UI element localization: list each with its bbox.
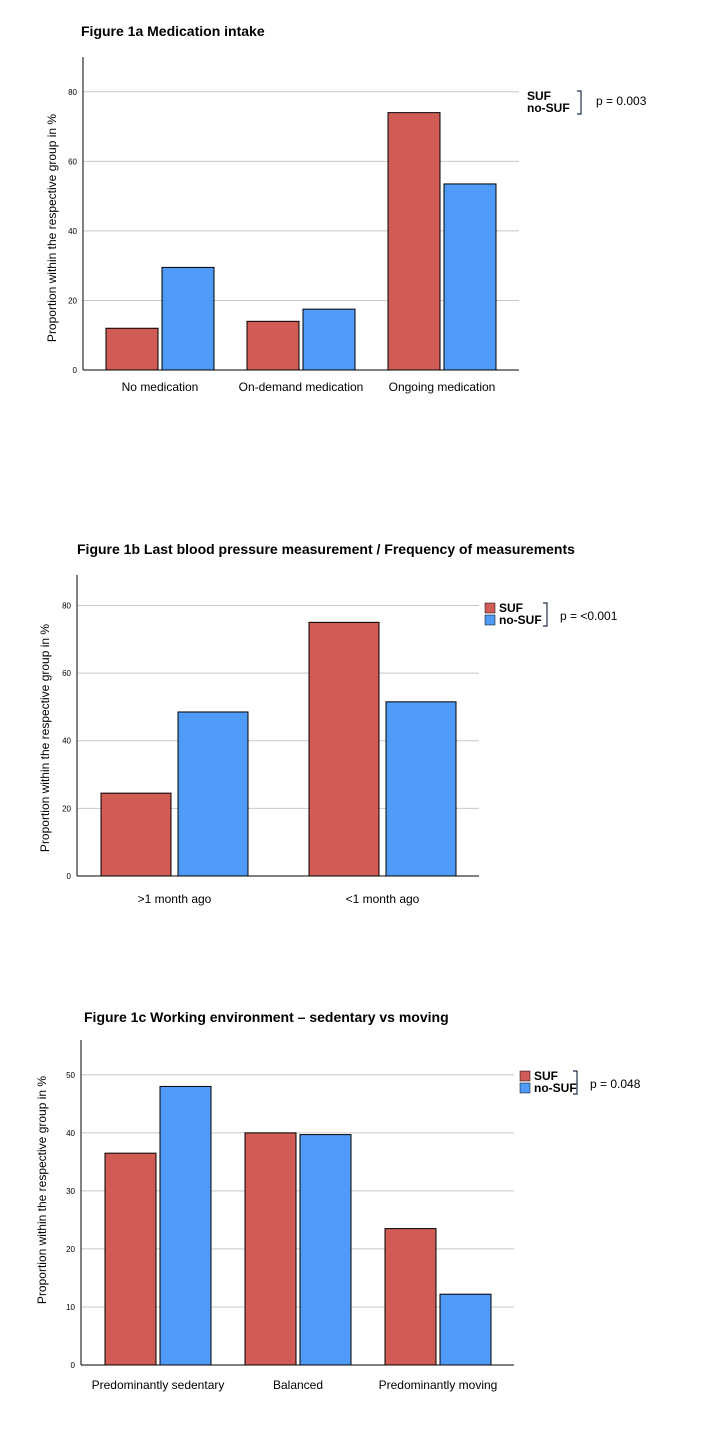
y-tick-label: 40 (62, 737, 71, 746)
legend-label: SUF (527, 89, 551, 103)
y-tick-label: 80 (68, 88, 77, 97)
bar-suf (384, 1228, 437, 1366)
y-tick-label: 60 (62, 669, 71, 678)
y-axis-label: Proportion within the respective group i… (38, 624, 52, 852)
category-label: >1 month ago (138, 892, 212, 906)
bar-nosuf (439, 1293, 492, 1366)
figure-1a-chart: 0 20 40 60 80 No medication On-demand medicati… (45, 57, 647, 394)
p-value: p = 0.048 (590, 1077, 641, 1091)
y-tick-label: 0 (71, 1361, 76, 1370)
y-tick-label: 50 (66, 1071, 75, 1080)
bar-suf (100, 792, 172, 877)
bar-suf (104, 1152, 157, 1366)
bar-nosuf (302, 308, 356, 371)
legend-swatch-suf (519, 1070, 531, 1082)
legend-swatch-nosuf (519, 1082, 531, 1094)
figure-1b-chart: 0 20 40 60 80 >1 month ago <1 month ago Proport… (38, 575, 618, 906)
bar-nosuf (159, 1085, 212, 1366)
figure-1c-title: Figure 1c Working environment – sedentar… (84, 1009, 449, 1025)
legend-swatch-nosuf (484, 614, 496, 626)
y-tick-label: 80 (62, 601, 71, 610)
category-label: Predominantly sedentary (92, 1378, 225, 1392)
bar-suf (105, 327, 159, 371)
y-tick-label: 10 (66, 1303, 75, 1312)
significance-bracket (573, 1070, 578, 1095)
category-label: On-demand medication (239, 380, 364, 394)
bar-suf (246, 320, 300, 371)
category-label: Balanced (273, 1378, 323, 1392)
legend-label: SUF (499, 601, 523, 615)
y-tick-label: 60 (68, 157, 77, 166)
bar-suf (308, 621, 380, 877)
figure-1a-title: Figure 1a Medication intake (81, 23, 265, 39)
bar-suf (244, 1132, 297, 1366)
category-label: Predominantly moving (379, 1378, 498, 1392)
legend-label: SUF (534, 1069, 558, 1083)
bar-nosuf (177, 711, 249, 877)
bar-suf (387, 112, 441, 371)
bar-nosuf (299, 1134, 352, 1366)
figure-1b-title: Figure 1b Last blood pressure measuremen… (77, 541, 575, 557)
p-value: p = 0.003 (596, 94, 647, 108)
legend-label: no-SUF (534, 1081, 577, 1095)
bar-nosuf (385, 701, 457, 877)
p-value: p = <0.001 (560, 609, 618, 623)
y-tick-label: 20 (68, 296, 77, 305)
y-axis-label: Proportion within the respective group i… (45, 114, 59, 342)
significance-bracket (543, 602, 548, 627)
significance-bracket (577, 90, 582, 115)
y-tick-label: 20 (62, 804, 71, 813)
y-tick-label: 30 (66, 1187, 75, 1196)
legend-swatch-suf (484, 602, 496, 614)
y-tick-label: 40 (68, 227, 77, 236)
y-tick-label: 0 (67, 872, 72, 881)
legend-label: no-SUF (527, 101, 570, 115)
bar-nosuf (443, 183, 497, 371)
y-axis-label: Proportion within the respective group i… (35, 1076, 49, 1304)
bar-nosuf (161, 266, 215, 371)
category-label: No medication (122, 380, 199, 394)
figure-1c-chart: 0 10 20 30 40 50 Predominantly sedentary Balanc… (35, 1040, 641, 1392)
y-tick-label: 20 (66, 1245, 75, 1254)
category-label: <1 month ago (346, 892, 420, 906)
y-tick-label: 40 (66, 1129, 75, 1138)
y-tick-label: 0 (73, 366, 78, 375)
legend-label: no-SUF (499, 613, 542, 627)
category-label: Ongoing medication (389, 380, 496, 394)
